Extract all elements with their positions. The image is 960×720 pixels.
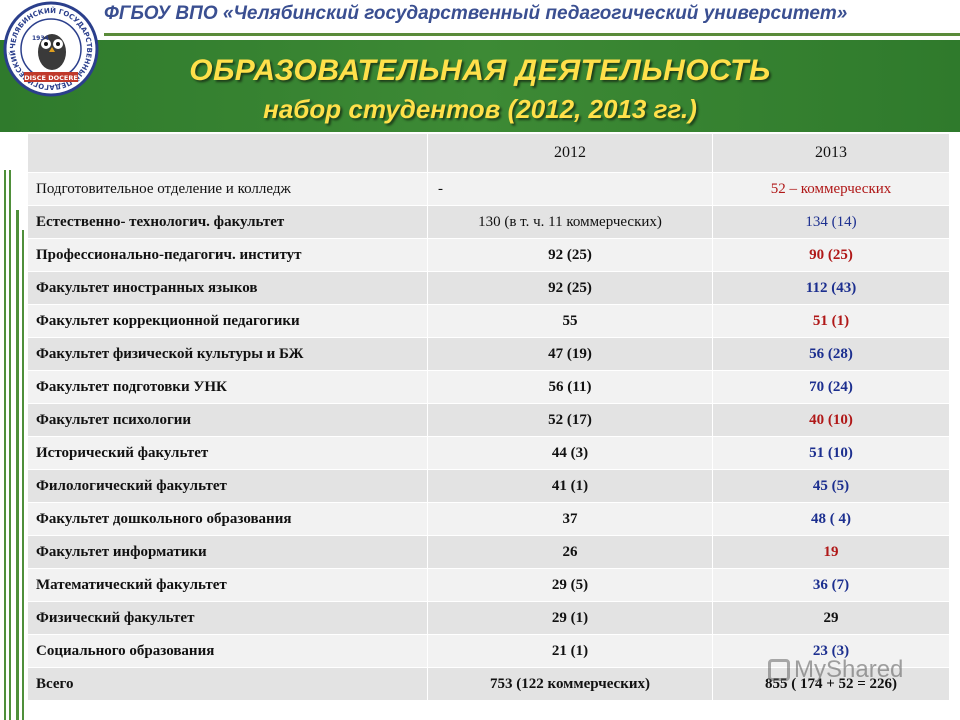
value-2012: 29 (1) <box>427 601 713 635</box>
table-row: Подготовительное отделение и колледж -52 … <box>27 172 950 206</box>
table-row: Факультет психологии 52 (17) 40 (10) <box>27 403 950 437</box>
faculty-name: Всего <box>27 667 428 701</box>
table-row: Факультет иностранных языков 92 (25) 112 (… <box>27 271 950 305</box>
faculty-name: Профессионально-педагогич. институт <box>27 238 428 272</box>
value-2012: 753 (122 коммерческих) <box>427 667 713 701</box>
decorative-side-lines <box>4 170 24 720</box>
faculty-name: Факультет физической культуры и БЖ <box>27 337 428 371</box>
title-banner <box>0 40 960 132</box>
value-2012: 56 (11) <box>427 370 713 404</box>
table-row: Всего 753 (122 коммерческих) 855 ( 174 + 5… <box>27 667 950 701</box>
value-2012: 92 (25) <box>427 238 713 272</box>
faculty-name: Математический факультет <box>27 568 428 602</box>
value-2013: 23 (3) <box>712 634 950 668</box>
value-2012: 21 (1) <box>427 634 713 668</box>
table-row: Факультет физической культуры и БЖ 47 (19… <box>27 337 950 371</box>
value-2013: 134 (14) <box>712 205 950 239</box>
value-2013: 36 (7) <box>712 568 950 602</box>
column-header-2013: 2013 <box>712 133 950 173</box>
value-2012: 26 <box>427 535 713 569</box>
value-2013: 51 (10) <box>712 436 950 470</box>
value-2012: - <box>427 172 713 206</box>
page-title: ОБРАЗОВАТЕЛЬНАЯ ДЕЯТЕЛЬНОСТЬ <box>189 54 771 87</box>
logo-year: 1934 <box>32 35 49 42</box>
watermark-text: MyShared <box>794 656 904 683</box>
faculty-name: Социального образования <box>27 634 428 668</box>
table-row: Естественно- технологич. факультет 130 (в… <box>27 205 950 239</box>
faculty-name: Факультет коррекционной педагогики <box>27 304 428 338</box>
table-row: Профессионально-педагогич. институт 92 (2… <box>27 238 950 272</box>
faculty-name: Факультет иностранных языков <box>27 271 428 305</box>
table-header-row: 2012 2013 <box>27 133 950 173</box>
faculty-name: Факультет психологии <box>27 403 428 437</box>
value-2012: 44 (3) <box>427 436 713 470</box>
value-2013: 56 (28) <box>712 337 950 371</box>
value-2013: 29 <box>712 601 950 635</box>
table-row: Факультет информатики 26 19 <box>27 535 950 569</box>
faculty-name: Факультет информатики <box>27 535 428 569</box>
value-2012: 52 (17) <box>427 403 713 437</box>
faculty-name: Факультет подготовки УНК <box>27 370 428 404</box>
top-divider <box>104 33 960 36</box>
value-2013: 51 (1) <box>712 304 950 338</box>
table-row: Математический факультет 29 (5) 36 (7) <box>27 568 950 602</box>
table-row: Факультет коррекционной педагогики 55 51 (… <box>27 304 950 338</box>
value-2013: 48 ( 4) <box>712 502 950 536</box>
value-2012: 130 (в т. ч. 11 коммерческих) <box>427 205 713 239</box>
column-header-name <box>27 133 428 173</box>
value-2012: 55 <box>427 304 713 338</box>
faculty-name: Исторический факультет <box>27 436 428 470</box>
value-2013: 19 <box>712 535 950 569</box>
table-row: Социального образования 21 (1) 23 (3) <box>27 634 950 668</box>
value-2013: 112 (43) <box>712 271 950 305</box>
table-row: Исторический факультет 44 (3) 51 (10) <box>27 436 950 470</box>
watermark: MyShared <box>768 656 903 684</box>
institution-name: ФГБОУ ВПО «Челябинский государственный п… <box>104 3 848 24</box>
enrollment-table: 2012 2013 Подготовительное отделение и к… <box>27 133 950 701</box>
faculty-name: Факультет дошкольного образования <box>27 502 428 536</box>
top-strip <box>0 0 960 36</box>
value-2012: 92 (25) <box>427 271 713 305</box>
value-2013: 855 ( 174 + 52 = 226) <box>712 667 950 701</box>
value-2013: 45 (5) <box>712 469 950 503</box>
value-2013: 52 – коммерческих <box>712 172 950 206</box>
table-row: Физический факультет 29 (1) 29 <box>27 601 950 635</box>
value-2012: 29 (5) <box>427 568 713 602</box>
value-2012: 47 (19) <box>427 337 713 371</box>
page-subtitle: набор студентов (2012, 2013 гг.) <box>263 94 697 124</box>
faculty-name: Подготовительное отделение и колледж <box>27 172 428 206</box>
value-2012: 37 <box>427 502 713 536</box>
table-row: Филологический факультет 41 (1) 45 (5) <box>27 469 950 503</box>
presentation-icon <box>768 659 790 681</box>
value-2013: 40 (10) <box>712 403 950 437</box>
owl-emblem-icon <box>38 34 66 70</box>
faculty-name: Физический факультет <box>27 601 428 635</box>
value-2013: 70 (24) <box>712 370 950 404</box>
table-row: Факультет дошкольного образования 37 48 ( … <box>27 502 950 536</box>
faculty-name: Филологический факультет <box>27 469 428 503</box>
faculty-name: Естественно- технологич. факультет <box>27 205 428 239</box>
table-row: Факультет подготовки УНК 56 (11) 70 (24) <box>27 370 950 404</box>
university-logo: ЧЕЛЯБИНСКИЙ ГОСУДАРСТВЕННЫЙ ПЕДАГОГИЧЕСК… <box>2 0 99 97</box>
logo-motto: DISCE DOCERE <box>24 74 78 82</box>
column-header-2012: 2012 <box>427 133 713 173</box>
value-2013: 90 (25) <box>712 238 950 272</box>
value-2012: 41 (1) <box>427 469 713 503</box>
